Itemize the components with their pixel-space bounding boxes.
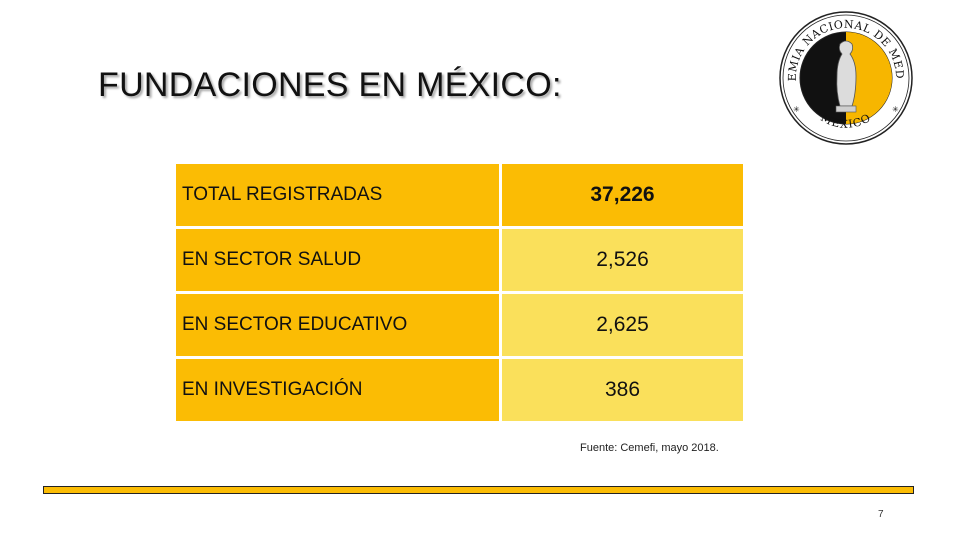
foundations-table: TOTAL REGISTRADAS 37,226 EN SECTOR SALUD… bbox=[176, 164, 743, 422]
logo-bottom-text: MEXICO bbox=[819, 111, 873, 131]
row-value: 386 bbox=[502, 359, 743, 421]
source-note: Fuente: Cemefi, mayo 2018. bbox=[580, 442, 719, 454]
logo-star-left-icon: ✳ bbox=[793, 105, 800, 114]
row-label: EN SECTOR EDUCATIVO bbox=[176, 294, 499, 356]
row-label: EN SECTOR SALUD bbox=[176, 229, 499, 291]
slide-title: FUNDACIONES EN MÉXICO: bbox=[98, 66, 562, 104]
page-number: 7 bbox=[878, 509, 884, 520]
row-value: 37,226 bbox=[502, 164, 743, 226]
row-value: 2,526 bbox=[502, 229, 743, 291]
row-label: TOTAL REGISTRADAS bbox=[176, 164, 499, 226]
table-row: TOTAL REGISTRADAS 37,226 bbox=[176, 164, 743, 226]
footer-bar bbox=[43, 486, 914, 494]
table-row: EN INVESTIGACIÓN 386 bbox=[176, 359, 743, 421]
row-value: 2,625 bbox=[502, 294, 743, 356]
academia-logo: ACADEMIA NACIONAL DE MEDICINA MEXICO ✳ ✳ bbox=[776, 8, 913, 145]
svg-text:MEXICO: MEXICO bbox=[819, 111, 874, 131]
table-row: EN SECTOR SALUD 2,526 bbox=[176, 229, 743, 291]
row-label: EN INVESTIGACIÓN bbox=[176, 359, 499, 421]
logo-star-right-icon: ✳ bbox=[892, 105, 899, 114]
table-row: EN SECTOR EDUCATIVO 2,625 bbox=[176, 294, 743, 356]
